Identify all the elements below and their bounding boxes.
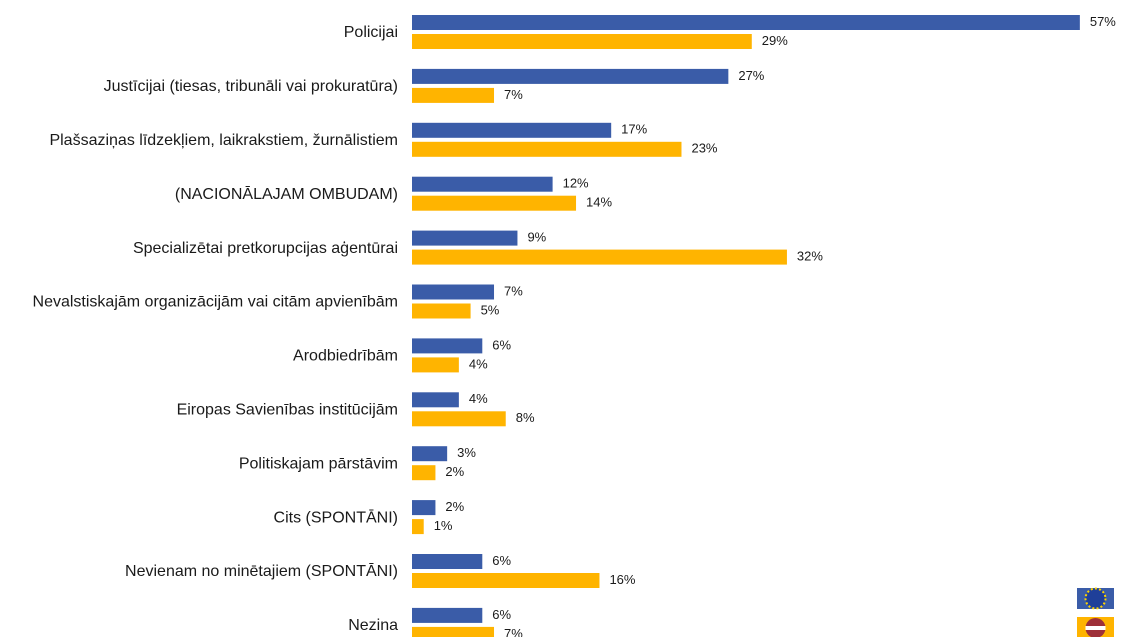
- value-label: 5%: [481, 302, 500, 317]
- category-label: Nezina: [348, 617, 398, 634]
- bar: [412, 465, 436, 481]
- bar: [412, 338, 483, 354]
- value-label: 32%: [797, 249, 823, 264]
- bar: [412, 284, 495, 300]
- value-label: 6%: [492, 607, 511, 622]
- value-label: 3%: [457, 445, 476, 460]
- value-label: 6%: [492, 553, 511, 568]
- bar: [412, 411, 506, 427]
- category-label: Nevienam no minētajiem (SPONTĀNI): [125, 562, 398, 580]
- bar: [412, 500, 436, 516]
- lv-flag-white: [1085, 626, 1106, 630]
- bar: [412, 68, 729, 84]
- bar: [412, 626, 495, 637]
- category-label: Policijai: [344, 24, 398, 41]
- bar: [412, 87, 495, 103]
- value-label: 23%: [691, 141, 717, 156]
- value-label: 57%: [1090, 14, 1116, 29]
- category-label: Eiropas Savienības institūcijām: [177, 402, 398, 419]
- category-label: Nevalstiskajām organizācijām vai citām a…: [33, 294, 398, 311]
- value-label: 7%: [504, 626, 523, 637]
- value-label: 16%: [609, 572, 635, 587]
- bar: [412, 249, 787, 265]
- value-label: 4%: [469, 391, 488, 406]
- category-label: Cits (SPONTĀNI): [274, 508, 398, 526]
- category-label: Politiskajam pārstāvim: [239, 455, 398, 472]
- value-label: 4%: [469, 356, 488, 371]
- value-label: 14%: [586, 195, 612, 210]
- value-label: 1%: [434, 518, 453, 533]
- bar: [412, 519, 424, 535]
- value-label: 9%: [527, 230, 546, 245]
- value-label: 17%: [621, 122, 647, 137]
- eu-flag-stars: [1084, 587, 1107, 610]
- value-label: 7%: [504, 87, 523, 102]
- bar: [412, 573, 600, 588]
- bar: [412, 122, 612, 138]
- value-label: 8%: [516, 410, 535, 425]
- bar: [412, 303, 471, 319]
- bar: [412, 607, 483, 623]
- category-label: Arodbiedrībām: [293, 348, 398, 365]
- value-label: 27%: [738, 68, 764, 83]
- bar: [412, 357, 459, 373]
- category-label: Justīcijai (tiesas, tribunāli vai prokur…: [104, 78, 398, 95]
- bar: [412, 34, 752, 49]
- category-label: (NACIONĀLAJAM OMBUDAM): [175, 185, 398, 203]
- category-label: Specializētai pretkorupcijas aģentūrai: [133, 239, 398, 257]
- value-label: 2%: [445, 499, 464, 514]
- value-label: 12%: [563, 176, 589, 191]
- value-label: 2%: [445, 464, 464, 479]
- bar: [412, 141, 682, 157]
- bar: [412, 15, 1080, 30]
- legend-flags: [1077, 587, 1114, 637]
- value-label: 7%: [504, 283, 523, 298]
- bar: [412, 230, 518, 246]
- bar: [412, 554, 483, 569]
- category-label: Plašsaziņas līdzekļiem, laikrakstiem, žu…: [49, 132, 398, 149]
- bar: [412, 195, 577, 211]
- value-label: 29%: [762, 33, 788, 48]
- bar: [412, 446, 448, 462]
- bar: [412, 176, 553, 192]
- value-label: 6%: [492, 337, 511, 352]
- bar: [412, 392, 459, 408]
